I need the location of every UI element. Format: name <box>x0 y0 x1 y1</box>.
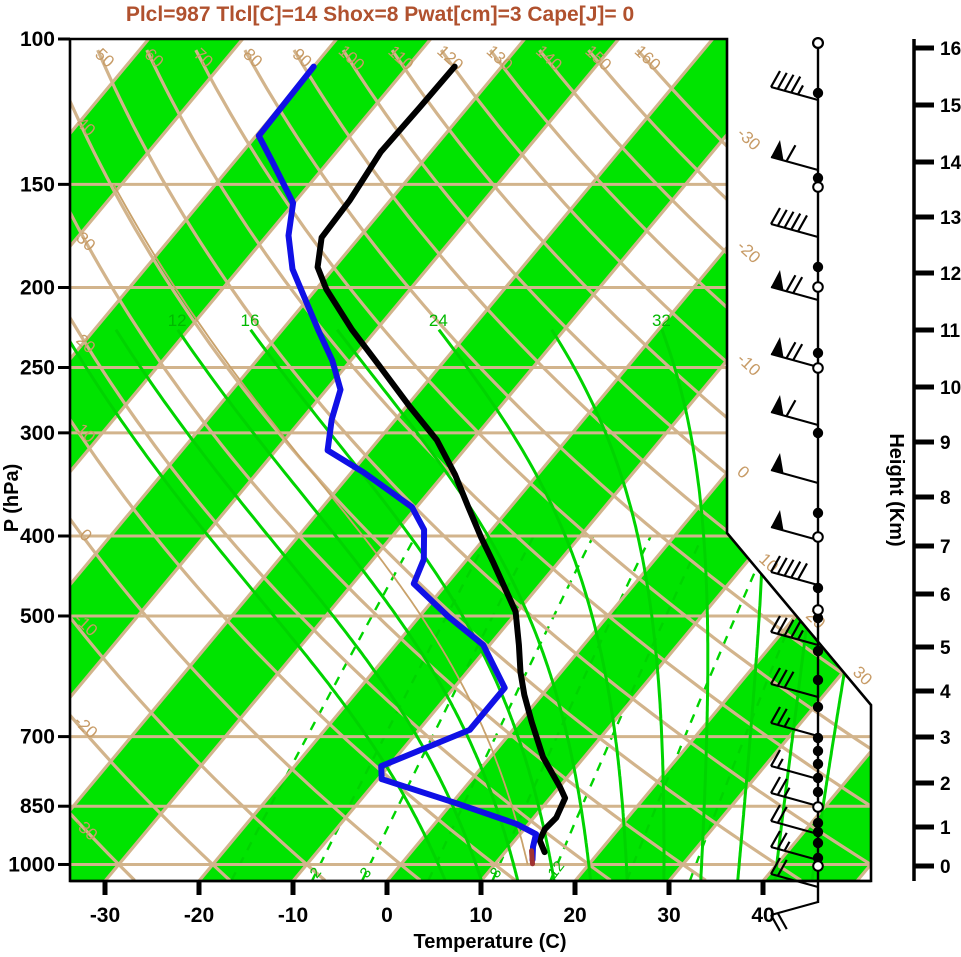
svg-text:50: 50 <box>91 45 118 72</box>
surface-dewpoint-marker <box>529 848 536 867</box>
svg-text:-30: -30 <box>90 904 120 927</box>
svg-text:7: 7 <box>940 537 951 558</box>
svg-text:150: 150 <box>20 173 55 196</box>
svg-text:12: 12 <box>940 264 961 285</box>
svg-text:-20: -20 <box>733 236 764 267</box>
svg-text:16: 16 <box>940 39 961 60</box>
svg-text:-30: -30 <box>733 124 764 155</box>
svg-text:0: 0 <box>733 462 753 482</box>
svg-text:700: 700 <box>20 726 55 749</box>
chart-title: Plcl=987 Tlcl[C]=14 Shox=8 Pwat[cm]=3 Ca… <box>125 3 635 26</box>
pressure-axis: 100 150 200 250 300 400 500 700 850 1000 P (hPa) <box>1 28 70 876</box>
svg-text:15: 15 <box>940 96 961 117</box>
svg-text:80: 80 <box>239 45 266 72</box>
svg-text:P (hPa): P (hPa) <box>1 464 23 533</box>
temperature-axis: -30 -20 -10 0 10 20 30 40 Temperature (C) <box>70 879 871 953</box>
svg-text:1: 1 <box>940 818 951 839</box>
svg-text:10: 10 <box>469 904 492 927</box>
svg-text:300: 300 <box>20 422 55 445</box>
svg-text:12: 12 <box>545 858 569 882</box>
svg-text:10: 10 <box>940 378 961 399</box>
svg-text:850: 850 <box>20 795 55 818</box>
svg-text:4: 4 <box>940 682 951 703</box>
svg-text:24: 24 <box>429 311 448 330</box>
svg-text:160: 160 <box>631 41 665 74</box>
svg-text:250: 250 <box>20 356 55 379</box>
parcel-path-line <box>112 183 529 865</box>
svg-text:13: 13 <box>940 208 961 229</box>
svg-text:8: 8 <box>940 488 951 509</box>
svg-text:0: 0 <box>940 857 951 878</box>
svg-text:11: 11 <box>940 321 961 342</box>
svg-text:100: 100 <box>20 28 55 51</box>
dewpoint-profile-line <box>255 63 539 863</box>
svg-text:400: 400 <box>20 525 55 548</box>
svg-text:20: 20 <box>563 904 586 927</box>
svg-text:6: 6 <box>940 585 951 606</box>
svg-text:12: 12 <box>168 311 187 330</box>
svg-text:-10: -10 <box>278 904 308 927</box>
temperature-profile-line <box>314 63 569 856</box>
svg-text:-10: -10 <box>733 349 764 380</box>
svg-text:30: 30 <box>657 904 680 927</box>
svg-text:5: 5 <box>940 638 951 659</box>
moist-adiabat-lines <box>70 328 871 881</box>
svg-text:3: 3 <box>357 864 376 881</box>
svg-text:200: 200 <box>20 276 55 299</box>
svg-text:16: 16 <box>241 311 260 330</box>
svg-text:Height (Km): Height (Km) <box>885 433 907 546</box>
svg-text:9: 9 <box>940 433 951 454</box>
svg-text:3: 3 <box>940 728 951 749</box>
svg-text:1000: 1000 <box>8 853 55 876</box>
svg-text:32: 32 <box>652 311 671 330</box>
svg-text:0: 0 <box>381 904 393 927</box>
svg-text:40: 40 <box>751 904 774 927</box>
svg-text:Temperature (C): Temperature (C) <box>414 931 567 953</box>
svg-text:-20: -20 <box>184 904 214 927</box>
wind-barb-column <box>770 37 824 932</box>
svg-text:14: 14 <box>940 153 961 174</box>
svg-text:2: 2 <box>940 774 951 795</box>
svg-text:500: 500 <box>20 605 55 628</box>
